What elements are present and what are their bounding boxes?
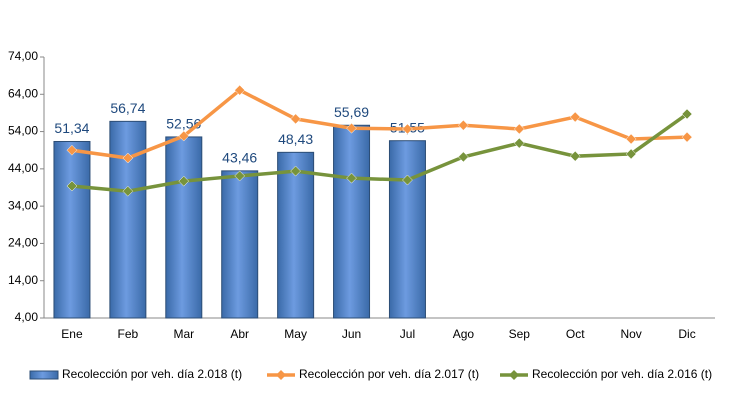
marker (625, 133, 637, 145)
marker (625, 148, 637, 160)
x-tick-label: Oct (566, 327, 585, 341)
value-label: 51,34 (54, 120, 89, 136)
bar (277, 151, 315, 319)
marker (346, 172, 357, 184)
y-tick-label: 14,00 (8, 273, 38, 287)
x-tick-label: Jul (400, 327, 415, 341)
marker (178, 175, 190, 187)
legend-marker (509, 370, 519, 380)
y-tick-label: 34,00 (8, 198, 38, 212)
marker (402, 123, 413, 135)
bar (109, 120, 147, 319)
x-tick-label: Mar (173, 327, 194, 341)
marker (234, 170, 246, 182)
marker (290, 113, 301, 125)
legend-label: Recolección por veh. día 2.016 (t) (532, 367, 712, 381)
marker (569, 111, 581, 123)
y-tick-label: 4,00 (15, 310, 39, 324)
legend-label: Recolección por veh. día 2.018 (t) (62, 367, 242, 381)
value-label: 56,74 (110, 100, 145, 116)
value-label: 48,43 (278, 131, 313, 147)
marker (513, 123, 525, 135)
marker (346, 122, 357, 134)
marker (234, 84, 246, 96)
x-tick-label: Dic (678, 327, 695, 341)
marker (66, 144, 78, 156)
x-tick-label: Nov (620, 327, 641, 341)
marker (66, 180, 78, 192)
marker (681, 108, 693, 120)
bar (53, 140, 91, 319)
x-tick-label: Ago (453, 327, 475, 341)
legend-swatch (29, 370, 59, 380)
marker (290, 165, 301, 177)
y-tick-label: 64,00 (8, 86, 38, 100)
marker (402, 174, 413, 186)
bar (388, 140, 426, 319)
x-tick-label: Abr (230, 327, 249, 341)
value-label: 55,69 (334, 104, 369, 120)
marker (122, 185, 134, 197)
y-tick-label: 54,00 (8, 124, 38, 138)
marker (122, 152, 134, 164)
line (71, 112, 689, 193)
x-tick-label: Sep (509, 327, 531, 341)
marker (178, 130, 190, 142)
bar (221, 170, 259, 319)
bar (165, 136, 203, 319)
y-tick-label: 24,00 (8, 236, 38, 250)
y-tick-label: 44,00 (8, 161, 38, 175)
x-tick-label: Jun (342, 327, 361, 341)
marker (569, 150, 581, 162)
legend-marker (276, 370, 286, 380)
x-tick-label: May (284, 327, 307, 341)
x-tick-label: Ene (61, 327, 83, 341)
value-label: 43,46 (222, 150, 257, 166)
marker (513, 137, 525, 149)
marker (458, 119, 469, 131)
marker (458, 151, 469, 163)
legend-label: Recolección por veh. día 2.017 (t) (299, 367, 479, 381)
line (71, 88, 688, 160)
y-tick-label: 74,00 (8, 49, 38, 63)
marker (681, 131, 693, 143)
x-tick-label: Feb (118, 327, 139, 341)
bar (333, 124, 371, 319)
